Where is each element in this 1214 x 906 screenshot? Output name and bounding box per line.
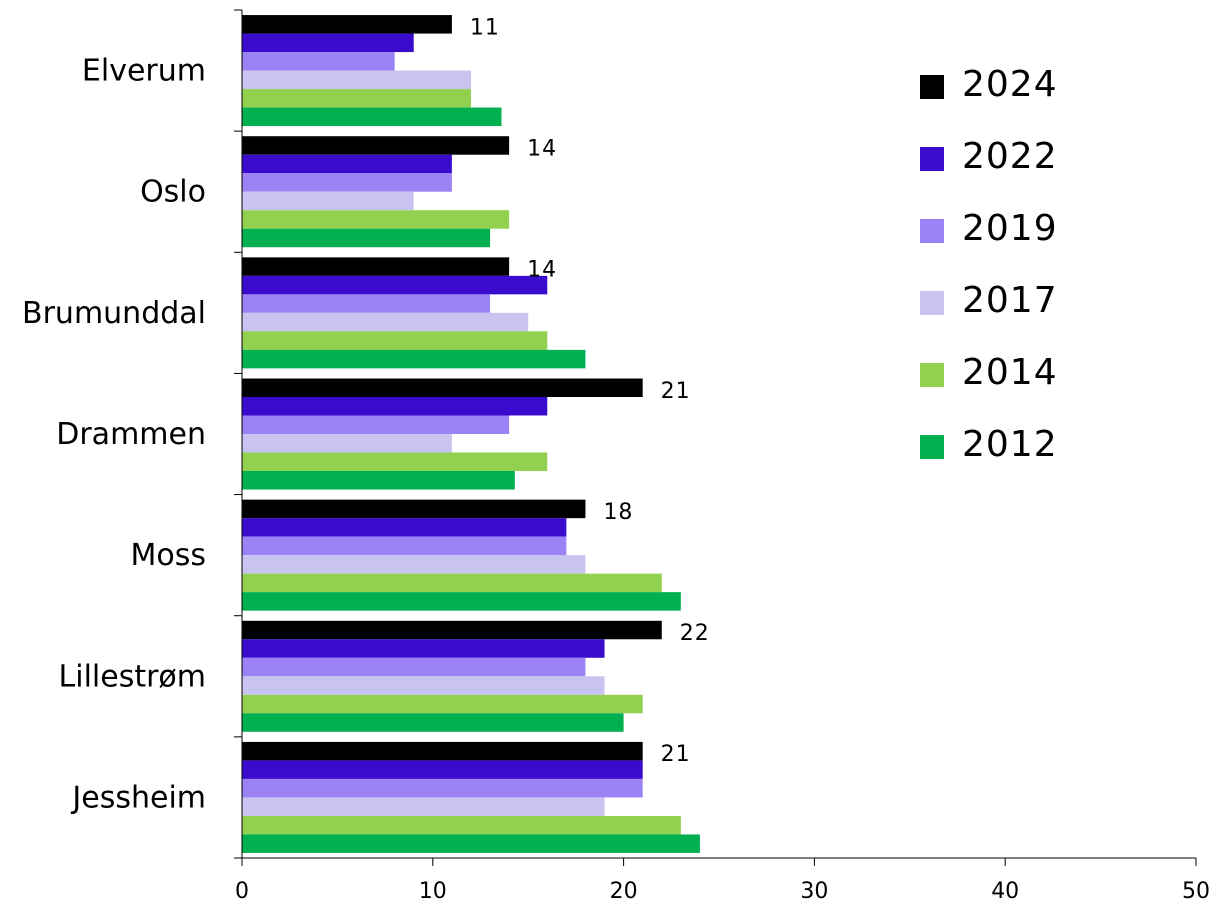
x-tick-label: 0 xyxy=(235,879,249,904)
x-tick-label: 10 xyxy=(419,879,447,904)
legend-label-2014: 2014 xyxy=(962,352,1058,393)
bar-jessheim-2012 xyxy=(242,834,700,853)
axes-group xyxy=(234,9,1197,866)
bar-jessheim-2022 xyxy=(242,760,643,779)
legend-label-2024: 2024 xyxy=(962,64,1058,105)
bars-group xyxy=(242,15,700,853)
bar-jessheim-2019 xyxy=(242,778,643,798)
legend: 2024 2022 2019 2017 2014 2012 xyxy=(920,64,1058,465)
legend-swatch-2014 xyxy=(920,363,944,387)
legend-label-2019: 2019 xyxy=(962,208,1058,249)
bar-elverum-2014 xyxy=(242,89,471,108)
bar-lillestrøm-2024 xyxy=(242,620,662,640)
labels-group: 11 Elverum 14 Oslo 14 Brumunddal 21 Drammen 18 Mo… xyxy=(22,15,1210,904)
bar-oslo-2012 xyxy=(242,228,491,248)
bar-lillestrøm-2022 xyxy=(242,639,605,658)
data-label: 21 xyxy=(661,379,691,404)
bar-jessheim-2024 xyxy=(242,741,643,761)
bar-drammen-2017 xyxy=(242,434,452,453)
legend-swatch-2024 xyxy=(920,75,944,99)
bar-oslo-2017 xyxy=(242,191,414,211)
bar-brumunddal-2017 xyxy=(242,312,529,332)
bar-drammen-2012 xyxy=(242,471,515,490)
category-label: Elverum xyxy=(82,54,206,89)
x-tick-label: 30 xyxy=(800,879,828,904)
bar-moss-2014 xyxy=(242,573,662,593)
bar-drammen-2014 xyxy=(242,452,548,471)
bar-moss-2017 xyxy=(242,555,586,574)
bar-jessheim-2017 xyxy=(242,797,605,816)
bar-elverum-2012 xyxy=(242,107,502,127)
bar-oslo-2014 xyxy=(242,210,510,229)
legend-label-2017: 2017 xyxy=(962,280,1058,321)
bar-lillestrøm-2017 xyxy=(242,676,605,695)
bar-moss-2019 xyxy=(242,536,567,556)
data-label: 22 xyxy=(680,621,710,646)
bar-moss-2012 xyxy=(242,592,681,611)
category-label: Oslo xyxy=(140,175,206,210)
legend-swatch-2012 xyxy=(920,435,944,459)
bar-moss-2022 xyxy=(242,518,567,537)
x-tick-label: 20 xyxy=(610,879,638,904)
legend-label-2022: 2022 xyxy=(962,136,1058,177)
legend-label-2012: 2012 xyxy=(962,424,1058,465)
bar-moss-2024 xyxy=(242,499,586,519)
data-label: 18 xyxy=(603,500,633,525)
bar-brumunddal-2014 xyxy=(242,331,548,350)
bar-drammen-2019 xyxy=(242,415,510,434)
x-tick-label: 40 xyxy=(991,879,1019,904)
bar-elverum-2022 xyxy=(242,33,414,53)
bar-lillestrøm-2014 xyxy=(242,694,643,714)
bar-lillestrøm-2019 xyxy=(242,657,586,677)
bar-drammen-2022 xyxy=(242,397,548,416)
legend-swatch-2017 xyxy=(920,291,944,315)
category-label: Moss xyxy=(131,538,207,573)
category-label: Lillestrøm xyxy=(59,659,206,694)
bar-brumunddal-2022 xyxy=(242,275,548,295)
data-label: 14 xyxy=(527,258,557,283)
bar-oslo-2019 xyxy=(242,173,452,192)
legend-swatch-2019 xyxy=(920,219,944,243)
bar-jessheim-2014 xyxy=(242,815,681,835)
category-label: Jessheim xyxy=(70,780,206,815)
bar-brumunddal-2024 xyxy=(242,257,510,276)
bar-elverum-2017 xyxy=(242,70,471,90)
bar-brumunddal-2012 xyxy=(242,349,586,369)
bar-elverum-2024 xyxy=(242,15,452,34)
bar-lillestrøm-2012 xyxy=(242,713,624,732)
bar-elverum-2019 xyxy=(242,52,395,71)
data-label: 11 xyxy=(470,15,500,40)
bar-oslo-2022 xyxy=(242,154,452,174)
bar-oslo-2024 xyxy=(242,136,510,155)
x-tick-label: 50 xyxy=(1182,879,1210,904)
bar-brumunddal-2019 xyxy=(242,294,491,313)
category-label: Brumunddal xyxy=(22,296,206,331)
bar-drammen-2024 xyxy=(242,378,643,397)
data-label: 14 xyxy=(527,136,557,161)
data-label: 21 xyxy=(661,742,691,767)
legend-swatch-2022 xyxy=(920,147,944,171)
category-label: Drammen xyxy=(56,417,206,452)
